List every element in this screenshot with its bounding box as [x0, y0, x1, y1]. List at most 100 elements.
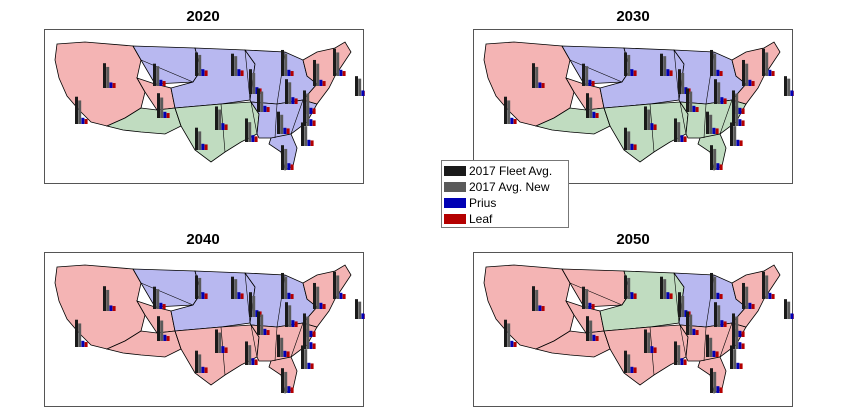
bar-georgia-prius-2040: [307, 362, 311, 369]
legend-label-fleet: 2017 Fleet Avg.: [469, 164, 553, 178]
state-border-2030: [569, 59, 623, 83]
bar-louisiana-fleet-2030: [674, 118, 677, 142]
bar-north-dakota-new-2050: [627, 277, 631, 299]
bar-iowa-prius-2030: [684, 87, 688, 94]
bar-virginia-prius-2040: [309, 342, 313, 349]
bar-pennsylvania-prius-2020: [309, 107, 313, 114]
bar-texas-new-2040: [198, 354, 202, 373]
bar-california-prius-2040: [81, 340, 85, 347]
bar-north-dakota-new-2020: [198, 54, 202, 76]
state-border-2040: [274, 326, 278, 362]
bar-iowa-fleet-2030: [678, 69, 681, 94]
bar-colorado-prius-2020: [163, 111, 167, 118]
bar-texas-fleet-2020: [195, 127, 198, 150]
bar-virginia-prius-2020: [309, 119, 313, 126]
bar-florida-leaf-2020: [290, 164, 294, 170]
bar-florida-new-2050: [713, 371, 717, 393]
bar-montana-leaf-2030: [591, 81, 595, 86]
bar-michigan-leaf-2050: [719, 294, 723, 299]
bar-pennsylvania-fleet-2020: [303, 90, 306, 114]
bar-virginia-new-2050: [735, 329, 739, 349]
bar-florida-leaf-2040: [290, 387, 294, 393]
bar-maine-fleet-2040: [355, 299, 358, 319]
bar-north-dakota-leaf-2050: [633, 293, 637, 299]
bar-kansas-fleet-2050: [644, 329, 647, 353]
bar-louisiana-leaf-2020: [254, 136, 258, 142]
bar-illinois-fleet-2030: [686, 88, 689, 112]
bar-tennessee-leaf-2030: [715, 128, 719, 134]
bar-tennessee-prius-2050: [712, 350, 716, 357]
bar-tennessee-fleet-2030: [706, 111, 709, 134]
legend-label-new: 2017 Avg. New: [469, 180, 550, 194]
bar-michigan-leaf-2020: [290, 71, 294, 76]
bar-georgia-prius-2030: [736, 139, 740, 146]
bar-georgia-leaf-2050: [739, 363, 743, 369]
state-border-2040: [140, 282, 194, 306]
bar-iowa-leaf-2020: [258, 88, 262, 94]
region-west-2050: [483, 264, 575, 350]
bar-pennsylvania-leaf-2020: [312, 108, 316, 114]
bar-texas-leaf-2020: [204, 144, 208, 150]
state-border-2040: [290, 322, 304, 358]
bar-pennsylvania-fleet-2040: [303, 313, 306, 337]
bar-texas-fleet-2040: [195, 350, 198, 373]
bar-virginia-leaf-2020: [312, 120, 316, 126]
bar-california-fleet-2040: [75, 319, 78, 347]
bar-georgia-prius-2020: [307, 139, 311, 146]
bar-minnesota-prius-2030: [666, 69, 670, 76]
bar-texas-prius-2020: [201, 143, 205, 150]
panel-title-2020: 2020: [186, 8, 220, 25]
bar-northwest-prius-2030: [538, 82, 542, 88]
bar-north-dakota-prius-2050: [630, 292, 634, 299]
bar-new-york-prius-2030: [748, 79, 752, 86]
bar-iowa-fleet-2040: [249, 292, 252, 317]
bar-georgia-fleet-2050: [730, 345, 733, 369]
bar-montana-new-2040: [156, 289, 160, 309]
bar-new-england-new-2020: [336, 52, 340, 76]
bar-northwest-fleet-2040: [103, 286, 106, 311]
bar-tennessee-prius-2030: [712, 127, 716, 134]
bar-michigan-fleet-2040: [281, 272, 284, 299]
legend-swatch-prius: [444, 198, 466, 208]
bar-georgia-leaf-2040: [310, 363, 314, 369]
bar-illinois-new-2040: [260, 314, 264, 335]
bar-california-prius-2030: [510, 117, 514, 124]
bar-california-fleet-2020: [75, 96, 78, 124]
bar-michigan-prius-2040: [287, 292, 291, 299]
bar-illinois-prius-2050: [692, 328, 696, 335]
state-border-2020: [140, 59, 194, 83]
bar-new-york-fleet-2040: [313, 282, 316, 309]
bar-ohio-fleet-2030: [714, 79, 717, 104]
bar-north-dakota-leaf-2040: [204, 293, 208, 299]
legend-swatch-fleet: [444, 166, 466, 176]
region-mountain-north-2040: [132, 268, 202, 308]
bar-kansas-fleet-2030: [644, 106, 647, 130]
bar-florida-fleet-2030: [710, 145, 713, 170]
bar-minnesota-fleet-2030: [660, 53, 663, 76]
bar-colorado-leaf-2050: [595, 336, 599, 341]
bar-minnesota-new-2040: [234, 279, 238, 299]
bar-tennessee-fleet-2040: [277, 334, 280, 357]
bar-north-dakota-leaf-2020: [204, 70, 208, 76]
bar-colorado-prius-2040: [163, 334, 167, 341]
bar-florida-prius-2030: [716, 163, 720, 170]
bar-colorado-fleet-2050: [586, 316, 589, 341]
bar-kansas-fleet-2040: [215, 329, 218, 353]
bar-kansas-prius-2040: [221, 346, 225, 353]
us-map-2040: [54, 264, 365, 394]
bar-new-york-leaf-2050: [751, 304, 755, 309]
bar-illinois-fleet-2050: [686, 311, 689, 335]
bar-north-dakota-prius-2030: [630, 69, 634, 76]
bar-montana-leaf-2040: [162, 304, 166, 309]
bar-northwest-new-2020: [106, 66, 110, 88]
bar-louisiana-fleet-2020: [245, 118, 248, 142]
map-panel-2050: [473, 252, 794, 407]
bar-virginia-new-2040: [306, 329, 310, 349]
bar-georgia-prius-2050: [736, 362, 740, 369]
us-map-2030: [483, 41, 794, 171]
bar-minnesota-leaf-2020: [240, 70, 244, 76]
bar-louisiana-leaf-2040: [254, 359, 258, 365]
bar-ohio-leaf-2040: [294, 321, 298, 327]
bar-new-england-new-2040: [336, 275, 340, 299]
bar-illinois-leaf-2020: [266, 107, 270, 112]
